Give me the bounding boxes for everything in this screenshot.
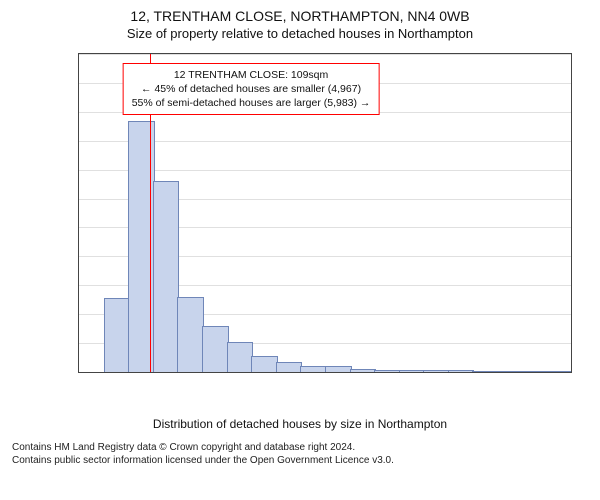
page-title: 12, TRENTHAM CLOSE, NORTHAMPTON, NN4 0WB [0, 8, 600, 24]
histogram-bar [104, 298, 130, 372]
footer-line2: Contains public sector information licen… [12, 454, 588, 467]
x-tick-label: 3sqm [78, 372, 88, 373]
x-tick-label: 296sqm [274, 372, 285, 373]
x-tick-label: 76sqm [126, 372, 137, 373]
histogram-bar [276, 362, 302, 372]
x-tick-label: 479sqm [397, 372, 408, 373]
x-tick-label: 149sqm [175, 372, 186, 373]
x-axis-label: Distribution of detached houses by size … [20, 417, 580, 431]
x-tick-label: 698sqm [544, 372, 555, 373]
x-tick-label: 662sqm [520, 372, 531, 373]
grid-line [79, 372, 571, 373]
annotation-line: 55% of semi-detached houses are larger (… [132, 96, 371, 110]
x-tick-label: 40sqm [102, 372, 113, 373]
x-tick-label: 223sqm [225, 372, 236, 373]
x-tick-label: 735sqm [569, 372, 572, 373]
chart-container: Number of detached properties 0500100015… [20, 45, 580, 435]
plot-area: 0500100015002000250030003500400045005000… [78, 53, 572, 373]
annotation-line: ← 45% of detached houses are smaller (4,… [132, 82, 371, 96]
annotation-box: 12 TRENTHAM CLOSE: 109sqm← 45% of detach… [123, 63, 380, 116]
grid-line [79, 54, 571, 55]
x-tick-label: 332sqm [298, 372, 309, 373]
x-tick-label: 625sqm [495, 372, 506, 373]
x-tick-label: 259sqm [249, 372, 260, 373]
histogram-bar [202, 326, 229, 372]
x-tick-label: 113sqm [151, 372, 162, 373]
x-tick-label: 588sqm [470, 372, 481, 373]
histogram-bar [227, 342, 253, 372]
x-tick-label: 406sqm [348, 372, 359, 373]
x-tick-label: 552sqm [446, 372, 457, 373]
footer-line1: Contains HM Land Registry data © Crown c… [12, 441, 588, 454]
histogram-bar [153, 181, 179, 372]
page-subtitle: Size of property relative to detached ho… [0, 26, 600, 41]
x-tick-label: 442sqm [372, 372, 383, 373]
x-tick-label: 515sqm [421, 372, 432, 373]
x-tick-label: 186sqm [200, 372, 211, 373]
footer: Contains HM Land Registry data © Crown c… [12, 441, 588, 467]
x-tick-label: 369sqm [323, 372, 334, 373]
histogram-bar [177, 297, 204, 372]
annotation-line: 12 TRENTHAM CLOSE: 109sqm [132, 68, 371, 82]
histogram-bar [251, 356, 278, 372]
